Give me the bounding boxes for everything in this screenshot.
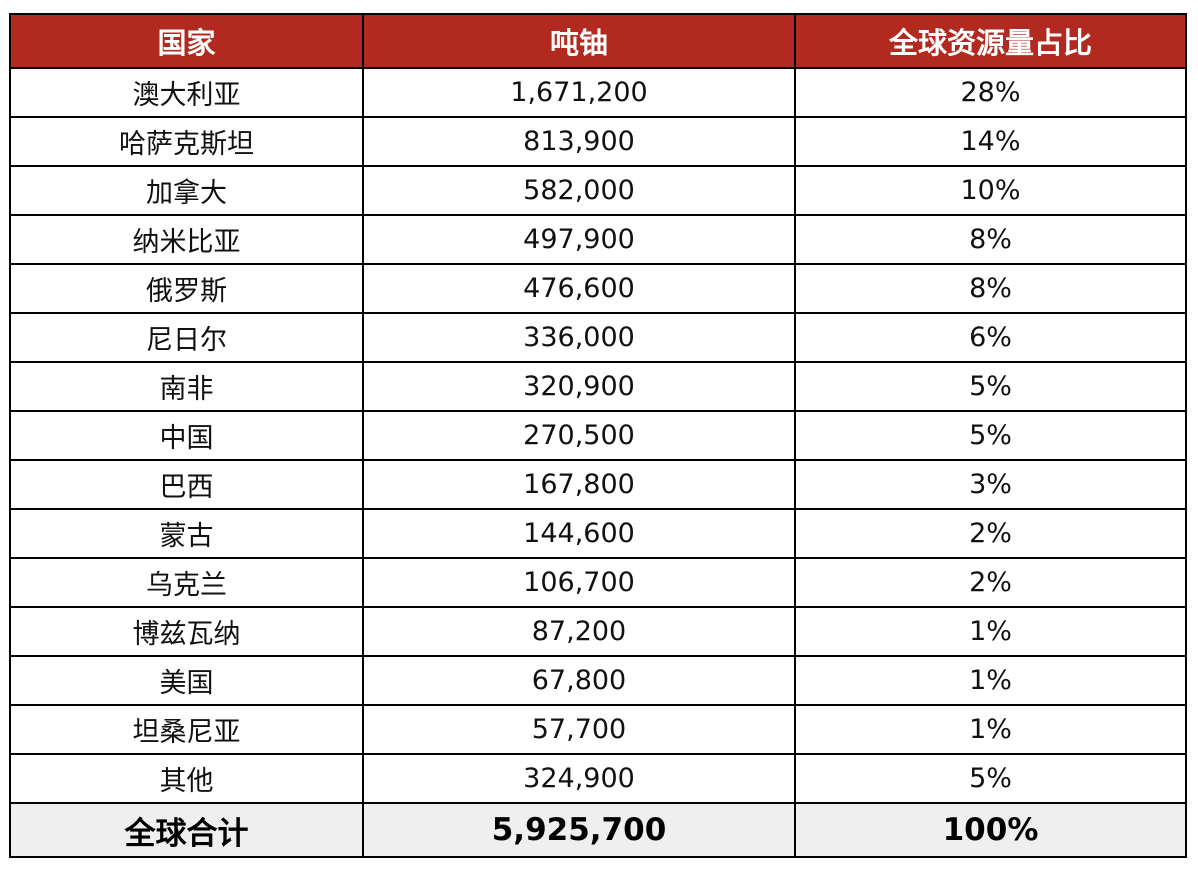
cell-share: 14%: [794, 116, 1187, 167]
cell-share: 28%: [794, 67, 1187, 118]
table-row: 俄罗斯 476,600 8%: [9, 263, 1187, 314]
header-row: 国家 吨铀 全球资源量占比: [9, 13, 1187, 69]
table-header: 国家 吨铀 全球资源量占比: [9, 13, 1187, 69]
cell-share: 8%: [794, 263, 1187, 314]
table-row: 蒙古 144,600 2%: [9, 508, 1187, 559]
uranium-resources-table-container: 国家 吨铀 全球资源量占比 澳大利亚 1,671,200 28% 哈萨克斯坦 813,9…: [9, 13, 1187, 858]
cell-share: 3%: [794, 459, 1187, 510]
cell-tonnes: 106,700: [362, 557, 796, 608]
table-row: 加拿大 582,000 10%: [9, 165, 1187, 216]
table-row: 巴西 167,800 3%: [9, 459, 1187, 510]
total-tonnes: 5,925,700: [362, 802, 796, 858]
cell-share: 5%: [794, 410, 1187, 461]
cell-share: 2%: [794, 557, 1187, 608]
cell-country: 哈萨克斯坦: [9, 116, 364, 167]
cell-share: 1%: [794, 606, 1187, 657]
cell-share: 1%: [794, 704, 1187, 755]
cell-country: 中国: [9, 410, 364, 461]
total-row: 全球合计 5,925,700 100%: [9, 802, 1187, 858]
table-row: 尼日尔 336,000 6%: [9, 312, 1187, 363]
cell-share: 8%: [794, 214, 1187, 265]
cell-country: 俄罗斯: [9, 263, 364, 314]
cell-tonnes: 270,500: [362, 410, 796, 461]
cell-country: 南非: [9, 361, 364, 412]
total-share: 100%: [794, 802, 1187, 858]
table-row: 美国 67,800 1%: [9, 655, 1187, 706]
cell-tonnes: 582,000: [362, 165, 796, 216]
cell-tonnes: 1,671,200: [362, 67, 796, 118]
table-row: 博兹瓦纳 87,200 1%: [9, 606, 1187, 657]
cell-country: 加拿大: [9, 165, 364, 216]
cell-country: 尼日尔: [9, 312, 364, 363]
cell-tonnes: 813,900: [362, 116, 796, 167]
cell-country: 蒙古: [9, 508, 364, 559]
table-body: 澳大利亚 1,671,200 28% 哈萨克斯坦 813,900 14% 加拿大 582,00…: [9, 67, 1187, 804]
table-row: 哈萨克斯坦 813,900 14%: [9, 116, 1187, 167]
cell-tonnes: 167,800: [362, 459, 796, 510]
cell-share: 6%: [794, 312, 1187, 363]
cell-country: 澳大利亚: [9, 67, 364, 118]
cell-share: 10%: [794, 165, 1187, 216]
table-row: 澳大利亚 1,671,200 28%: [9, 67, 1187, 118]
cell-share: 5%: [794, 753, 1187, 804]
cell-share: 1%: [794, 655, 1187, 706]
cell-tonnes: 57,700: [362, 704, 796, 755]
table-row: 乌克兰 106,700 2%: [9, 557, 1187, 608]
cell-tonnes: 320,900: [362, 361, 796, 412]
cell-tonnes: 87,200: [362, 606, 796, 657]
cell-tonnes: 476,600: [362, 263, 796, 314]
cell-tonnes: 67,800: [362, 655, 796, 706]
cell-share: 2%: [794, 508, 1187, 559]
table-row: 坦桑尼亚 57,700 1%: [9, 704, 1187, 755]
cell-tonnes: 144,600: [362, 508, 796, 559]
cell-tonnes: 336,000: [362, 312, 796, 363]
cell-country: 纳米比亚: [9, 214, 364, 265]
header-country: 国家: [9, 13, 364, 69]
cell-share: 5%: [794, 361, 1187, 412]
table-row: 中国 270,500 5%: [9, 410, 1187, 461]
cell-tonnes: 324,900: [362, 753, 796, 804]
table-row: 纳米比亚 497,900 8%: [9, 214, 1187, 265]
header-tonnes-uranium: 吨铀: [362, 13, 796, 69]
cell-country: 坦桑尼亚: [9, 704, 364, 755]
cell-country: 博兹瓦纳: [9, 606, 364, 657]
cell-country: 乌克兰: [9, 557, 364, 608]
total-label: 全球合计: [9, 802, 364, 858]
table-row: 其他 324,900 5%: [9, 753, 1187, 804]
cell-country: 巴西: [9, 459, 364, 510]
cell-country: 美国: [9, 655, 364, 706]
header-global-share: 全球资源量占比: [794, 13, 1187, 69]
cell-tonnes: 497,900: [362, 214, 796, 265]
cell-country: 其他: [9, 753, 364, 804]
table-row: 南非 320,900 5%: [9, 361, 1187, 412]
uranium-resources-table: 国家 吨铀 全球资源量占比 澳大利亚 1,671,200 28% 哈萨克斯坦 813,9…: [9, 13, 1187, 858]
table-footer: 全球合计 5,925,700 100%: [9, 802, 1187, 858]
